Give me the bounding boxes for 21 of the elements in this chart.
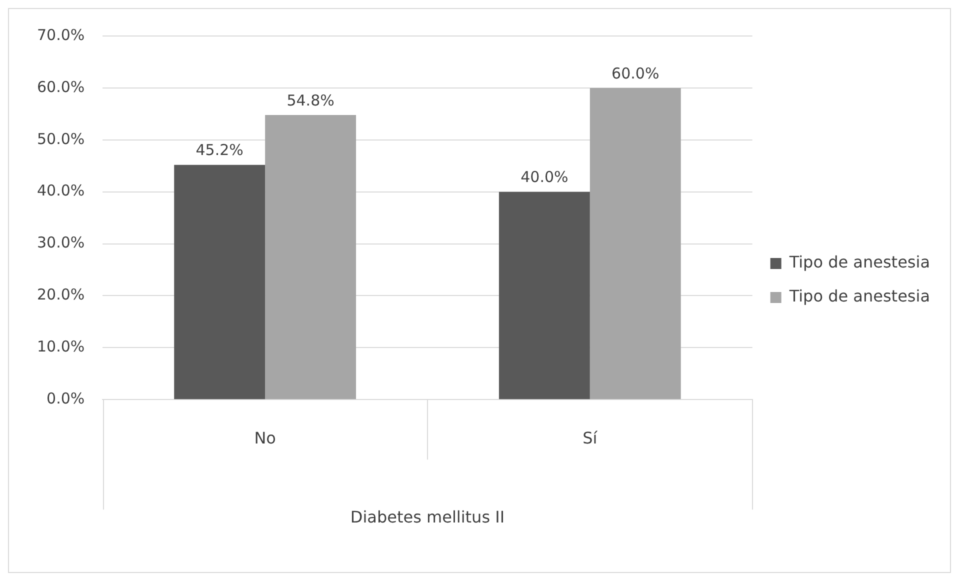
y-tick-label: 20.0% bbox=[36, 286, 85, 304]
bar bbox=[174, 164, 266, 400]
y-tick-label: 40.0% bbox=[36, 182, 85, 200]
legend-label: Tipo de anestesia bbox=[788, 286, 930, 306]
bar bbox=[498, 192, 590, 400]
data-label: 60.0% bbox=[612, 64, 660, 82]
y-tick-label: 50.0% bbox=[36, 130, 85, 148]
bar bbox=[265, 114, 356, 400]
x-axis-title: Diabetes mellitus II bbox=[350, 508, 505, 527]
y-tick-label: 70.0% bbox=[36, 26, 85, 44]
x-tick-label: Sí bbox=[582, 428, 598, 448]
y-tick-label: 10.0% bbox=[36, 338, 85, 356]
x-tick-label: No bbox=[254, 428, 276, 448]
legend-label: Tipo de anestesia bbox=[788, 252, 930, 272]
bar bbox=[590, 88, 681, 400]
y-tick-label: 30.0% bbox=[36, 234, 85, 252]
data-label: 54.8% bbox=[286, 91, 334, 110]
y-tick-label: 0.0% bbox=[46, 389, 85, 408]
data-label: 45.2% bbox=[196, 141, 244, 160]
y-tick-label: 60.0% bbox=[36, 78, 85, 96]
data-label: 40.0% bbox=[520, 168, 568, 186]
